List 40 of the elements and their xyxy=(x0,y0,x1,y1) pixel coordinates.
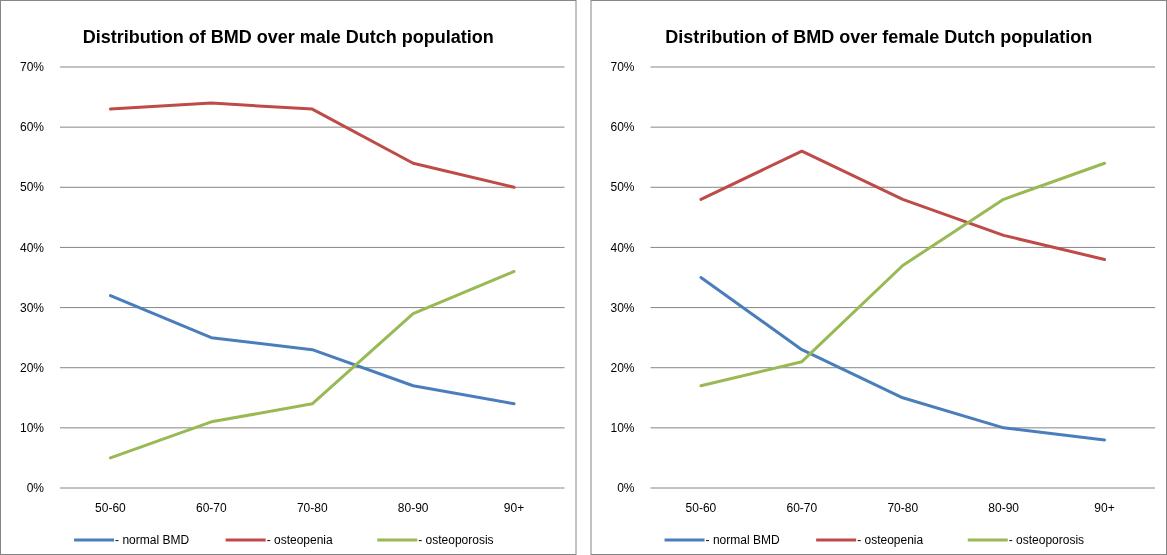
y-tick-label: 60% xyxy=(610,120,635,135)
line-series xyxy=(699,161,1107,388)
line-series xyxy=(699,149,1107,261)
chart-title: Distribution of BMD over female Dutch population xyxy=(665,27,1093,47)
line-series xyxy=(108,269,516,460)
x-tick-label: 50-60 xyxy=(95,501,127,515)
legend-label: - osteoporosis xyxy=(1008,533,1085,548)
y-tick-label: 20% xyxy=(610,360,635,375)
y-tick-label: 0% xyxy=(26,481,45,496)
x-tick-label: 60-70 xyxy=(196,501,228,515)
line-series xyxy=(108,294,516,406)
legend-label: - osteoporosis xyxy=(418,533,494,548)
legend-label: - osteopenia xyxy=(266,533,334,548)
x-tick-label: 80-90 xyxy=(397,501,429,515)
y-tick-label: 50% xyxy=(610,180,635,195)
line-series xyxy=(108,101,516,189)
legend-label: - osteopenia xyxy=(857,533,924,548)
y-tick-label: 40% xyxy=(19,240,45,255)
line-series xyxy=(699,276,1107,442)
y-tick-label: 70% xyxy=(610,60,635,75)
y-tick-label: 60% xyxy=(19,120,45,135)
x-tick-label: 70-80 xyxy=(887,501,919,515)
x-tick-label: 90+ xyxy=(1094,501,1115,515)
y-tick-label: 30% xyxy=(610,300,635,315)
x-tick-label: 80-90 xyxy=(988,501,1020,515)
y-tick-label: 30% xyxy=(19,300,45,315)
y-tick-label: 40% xyxy=(610,240,635,255)
legend-label: - normal BMD xyxy=(115,533,190,548)
x-tick-label: 60-70 xyxy=(786,501,818,515)
x-tick-label: 50-60 xyxy=(685,501,717,515)
y-tick-label: 10% xyxy=(19,421,45,436)
x-tick-label: 90+ xyxy=(503,501,525,515)
y-tick-label: 70% xyxy=(19,60,45,75)
chart-title: Distribution of BMD over male Dutch population xyxy=(82,27,494,47)
y-tick-label: 10% xyxy=(610,421,635,436)
y-tick-label: 20% xyxy=(19,360,45,375)
x-tick-label: 70-80 xyxy=(296,501,328,515)
legend-label: - normal BMD xyxy=(705,533,780,548)
y-tick-label: 50% xyxy=(19,180,45,195)
y-tick-label: 0% xyxy=(617,481,635,496)
